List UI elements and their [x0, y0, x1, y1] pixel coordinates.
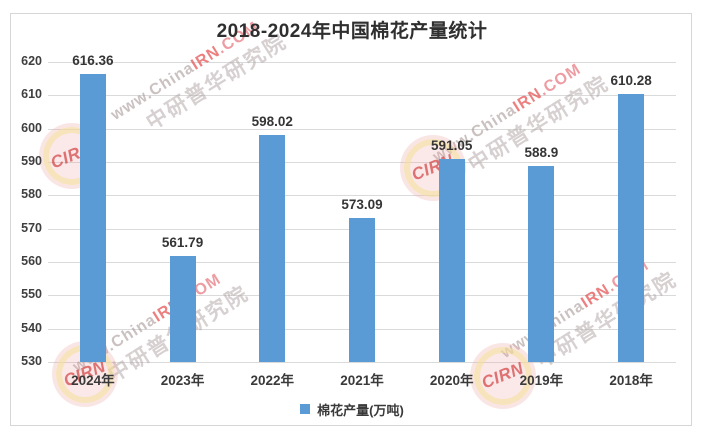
xtick-label-2018年: 2018年: [609, 373, 653, 388]
ytick-label-610: 610: [21, 87, 42, 102]
gridline-530: [48, 362, 676, 363]
ytick-label-580: 580: [21, 187, 42, 202]
gridline-600: [48, 128, 676, 130]
data-label-2018年: 610.28: [610, 73, 652, 89]
bar-2023年: [169, 256, 196, 362]
ytick-label-620: 620: [21, 54, 42, 68]
data-label-2023年: 561.79: [161, 235, 204, 251]
gridline-590: [48, 162, 676, 163]
data-label-2020年: 591.05: [431, 137, 473, 153]
data-label-2019年: 588.9: [524, 144, 559, 160]
gridline-580: [48, 195, 676, 197]
legend-swatch: [300, 404, 311, 414]
ytick-label-540: 540: [21, 320, 42, 335]
bar-2021年: [349, 218, 375, 362]
legend-label: 棉花产量(万吨): [317, 402, 404, 418]
data-label-2024年: 616.36: [72, 53, 114, 69]
ytick-label-530: 530: [21, 354, 42, 368]
ytick-label-590: 590: [21, 154, 42, 168]
ytick-label-550: 550: [21, 287, 42, 302]
gridline-610: [48, 95, 676, 97]
ytick-label-600: 600: [21, 120, 42, 135]
bar-2018年: [618, 94, 645, 362]
legend: 棉花产量(万吨): [0, 401, 704, 418]
gridline-620: [48, 62, 676, 63]
xtick-label-2021年: 2021年: [340, 373, 384, 388]
ytick-label-570: 570: [21, 220, 42, 235]
data-label-2021年: 573.09: [341, 197, 383, 213]
bar-2024年: [79, 74, 106, 362]
xtick-label-2019年: 2019年: [519, 373, 564, 388]
ytick-label-560: 560: [21, 254, 42, 268]
xtick-label-2020年: 2020年: [429, 373, 474, 388]
xtick-label-2023年: 2023年: [160, 373, 205, 388]
xtick-label-2022年: 2022年: [250, 373, 295, 388]
bar-2019年: [528, 165, 555, 362]
xtick-label-2024年: 2024年: [71, 373, 115, 388]
bar-2022年: [259, 135, 286, 362]
data-label-2022年: 598.02: [251, 114, 293, 130]
chart-title: 2018-2024年中国棉花产量统计: [216, 21, 488, 42]
